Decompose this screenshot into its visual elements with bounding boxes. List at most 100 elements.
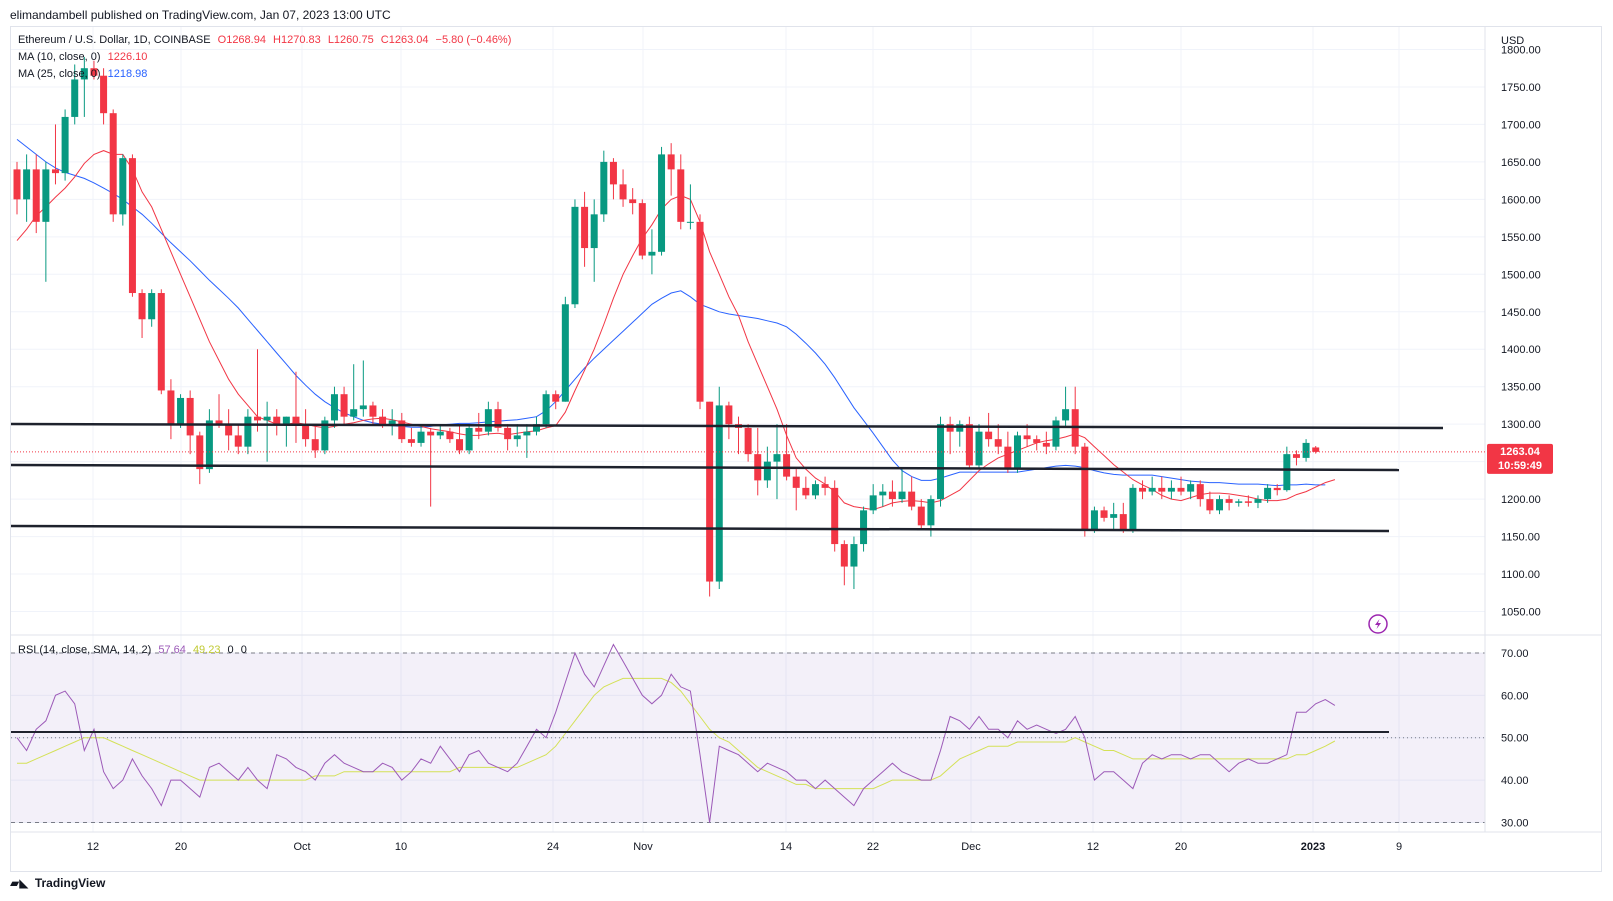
price-tick-label: 1600.00	[1501, 194, 1541, 206]
candle-body	[561, 304, 569, 402]
candle-body	[446, 431, 454, 440]
symbol-legend[interactable]: Ethereum / U.S. Dollar, 1D, COINBASE O12…	[18, 32, 511, 49]
candle-body	[330, 394, 338, 421]
candle-body	[340, 394, 348, 417]
candle-body	[1033, 439, 1041, 443]
candle-body	[850, 544, 858, 567]
candle-body	[407, 439, 415, 443]
candle-body	[119, 158, 127, 215]
time-tick-label: 20	[175, 841, 187, 853]
lightning-icon[interactable]	[1368, 614, 1388, 634]
resistance-line-upper[interactable]	[10, 422, 1444, 430]
candle-body	[783, 454, 791, 477]
support-line-middle[interactable]	[10, 463, 1400, 472]
candle-body	[1090, 510, 1098, 530]
candle-body	[638, 203, 646, 256]
support-line-lower[interactable]	[10, 524, 1390, 533]
candle-body	[109, 113, 117, 215]
candle-body	[706, 401, 714, 582]
price-chart-svg[interactable]: 1800.00 1750.00 1700.00 1650.00 1600.00 1550.…	[10, 27, 1601, 871]
candle-body	[552, 394, 560, 402]
candle-body	[42, 169, 50, 222]
price-tick-label: 1650.00	[1501, 157, 1541, 169]
candle-body	[13, 169, 21, 200]
candle-body	[811, 484, 819, 496]
candle-body	[1235, 501, 1243, 503]
candle-body	[427, 431, 435, 436]
time-tick-label: 12	[1087, 841, 1099, 853]
rsi-legend[interactable]: RSI (14, close, SMA, 14, 2) 57.64 49.23 …	[18, 642, 247, 659]
candle-body	[1292, 454, 1300, 458]
candle-body	[1129, 487, 1137, 530]
candle-body	[1100, 510, 1108, 518]
candle-body	[1139, 487, 1147, 492]
candle-body	[225, 424, 233, 436]
chart-panel[interactable]: 1800.00 1750.00 1700.00 1650.00 1600.00 1550.…	[10, 26, 1602, 872]
candle-body	[1062, 409, 1070, 421]
candle-body	[792, 476, 800, 488]
candle-body	[417, 431, 425, 443]
candle-body	[1283, 454, 1291, 491]
candle-body	[148, 293, 156, 320]
candle-body	[282, 416, 290, 425]
candle-body	[994, 439, 1002, 447]
candle-body	[898, 491, 906, 500]
currency-label: USD	[1501, 35, 1524, 47]
rsi-tick-label: 50.00	[1501, 733, 1529, 745]
time-tick-label: 22	[867, 841, 879, 853]
high-value: H1270.83	[273, 34, 321, 46]
rsi-value: 57.64	[158, 644, 186, 656]
current-price-value: 1263.04	[1500, 446, 1541, 458]
candle-body	[523, 431, 531, 436]
rsi-tick-label: 30.00	[1501, 818, 1529, 830]
candle-body	[696, 221, 704, 402]
candle-body	[619, 184, 627, 200]
ma10-legend[interactable]: MA (10, close, 0) 1226.10	[18, 49, 147, 66]
time-tick-label: 12	[87, 841, 99, 853]
rsi-sma-value: 49.23	[192, 644, 221, 656]
time-tick-label: 10	[395, 841, 407, 853]
candle-body	[869, 495, 877, 511]
candle-body	[860, 510, 868, 545]
candle-body	[1013, 435, 1021, 470]
candle-body	[504, 427, 512, 440]
candle-body	[917, 506, 925, 526]
candle-body	[629, 199, 637, 204]
candle-body	[744, 427, 752, 455]
ma25-line	[16, 139, 1326, 487]
symbol-title: Ethereum / U.S. Dollar, 1D, COINBASE	[18, 34, 211, 46]
price-tick-label: 1300.00	[1501, 419, 1541, 431]
candle-body	[177, 397, 185, 425]
candle-body	[128, 158, 136, 294]
candle-body	[138, 293, 146, 320]
candle-body	[90, 68, 98, 76]
candle-body	[715, 405, 723, 582]
current-price-label: 1263.04 10:59:49	[1487, 443, 1553, 474]
candle-body	[311, 439, 319, 451]
candle-body	[51, 169, 59, 174]
price-tick-label: 1550.00	[1501, 232, 1541, 244]
rsi-label: RSI (14, close, SMA, 14, 2)	[18, 644, 152, 656]
candle-body	[234, 435, 242, 447]
low-value: L1260.75	[327, 34, 374, 46]
ma10-label: MA (10, close, 0)	[18, 51, 101, 63]
tradingview-footer[interactable]: ▰◣ TradingView	[10, 876, 105, 890]
price-tick-label: 1500.00	[1501, 269, 1541, 281]
candle-body	[80, 68, 88, 80]
rsi-tick-label: 60.00	[1501, 690, 1529, 702]
candle-body	[244, 416, 252, 447]
candle-body	[100, 75, 108, 114]
candle-body	[456, 439, 464, 451]
candle-body	[32, 169, 40, 222]
candle-body	[273, 416, 281, 425]
candle-body	[1244, 501, 1252, 503]
candle-body	[1081, 446, 1089, 530]
time-tick-label: 20	[1175, 841, 1187, 853]
candle-body	[888, 491, 896, 500]
price-tick-label: 1750.00	[1501, 82, 1541, 94]
price-tick-label: 1800.00	[1501, 44, 1541, 56]
ma25-legend[interactable]: MA (25, close, 0) 1218.98	[18, 66, 147, 83]
candle-body	[1273, 487, 1281, 491]
candle-body	[667, 154, 675, 170]
candle-body	[205, 420, 213, 470]
